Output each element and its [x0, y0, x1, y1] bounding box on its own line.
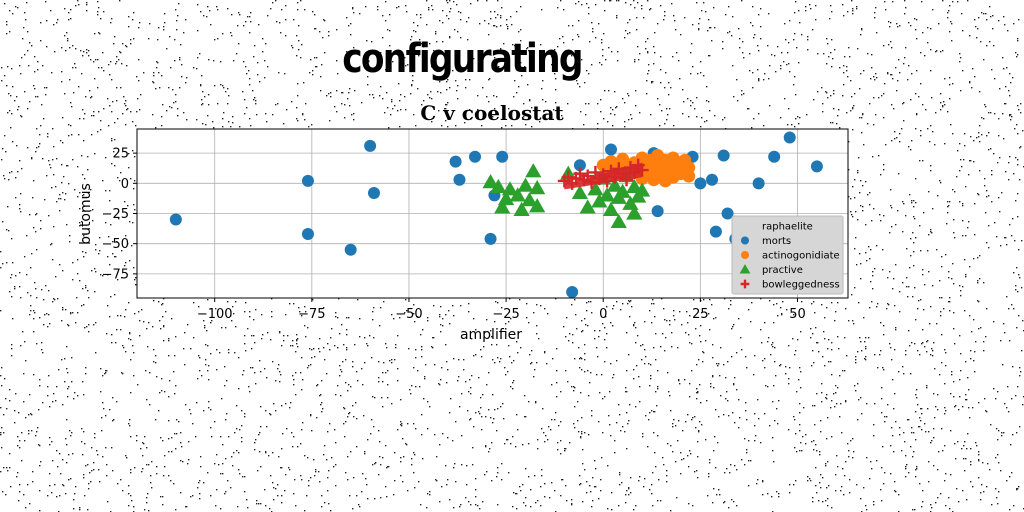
legend-label: actinogonidiate: [762, 251, 840, 262]
legend-label: practive: [762, 265, 803, 276]
series-bowleggedness: [557, 158, 649, 190]
data-point: [599, 187, 616, 202]
data-point: [633, 182, 651, 197]
y-tick-label: −75: [102, 267, 129, 282]
data-point: [525, 163, 542, 178]
data-point: [783, 131, 796, 144]
y-axis-label: butomus: [78, 183, 94, 245]
x-tick-label: −100: [197, 307, 233, 322]
x-tick-label: 50: [789, 307, 806, 322]
x-tick-label: −75: [298, 307, 325, 322]
data-point: [501, 181, 519, 196]
data-point: [573, 159, 586, 172]
data-point: [619, 173, 634, 187]
legend: raphaelite morts actinogonidiate practive bo…: [731, 215, 844, 295]
data-point: [605, 143, 617, 156]
data-point: [169, 213, 182, 226]
data-point: [571, 184, 589, 200]
data-point: [496, 150, 509, 163]
data-point: [614, 183, 631, 198]
data-point: [344, 243, 357, 256]
legend-label: morts: [762, 236, 791, 247]
data-point: [517, 177, 534, 192]
y-tick-label: −25: [102, 207, 129, 222]
x-tick-label: 0: [599, 307, 607, 322]
data-point: [579, 199, 596, 214]
y-tick-label: −50: [102, 237, 129, 252]
data-point: [709, 225, 722, 238]
legend-marker: [739, 264, 751, 274]
data-point: [602, 201, 620, 216]
data-point: [591, 193, 608, 208]
data-point: [587, 181, 604, 196]
data-point: [490, 178, 507, 194]
data-point: [768, 150, 781, 163]
data-point: [368, 186, 380, 199]
data-point: [626, 205, 643, 220]
data-point: [301, 228, 314, 241]
data-point: [584, 175, 599, 189]
legend-label: bowleggedness: [762, 280, 840, 291]
data-point: [752, 177, 765, 190]
series-layer: [169, 131, 823, 298]
data-point: [717, 149, 730, 162]
data-point: [494, 199, 511, 214]
data-point: [509, 187, 526, 202]
legend-box: [731, 215, 844, 295]
data-point: [566, 285, 579, 298]
data-point: [608, 170, 622, 184]
legend-entry-actinogonidiate: actinogonidiate: [741, 251, 840, 262]
data-point: [449, 155, 462, 168]
data-point: [484, 232, 497, 245]
data-point: [694, 177, 707, 190]
legend-marker: [740, 279, 750, 289]
y-tick-label: 25: [112, 147, 129, 162]
x-tick-label: 25: [692, 307, 709, 322]
data-point: [600, 174, 614, 188]
data-point: [301, 174, 314, 187]
page-heading: configurating: [342, 36, 583, 82]
data-point: [682, 161, 696, 175]
y-tick-label: 0: [121, 177, 129, 192]
x-tick-label: −50: [395, 307, 422, 322]
legend-entry-morts: morts: [741, 236, 791, 247]
data-point: [529, 180, 546, 195]
data-point: [606, 177, 623, 192]
x-tick-label: −25: [492, 307, 519, 322]
x-axis-label: amplifier: [460, 327, 522, 343]
data-point: [521, 192, 538, 207]
data-point: [721, 207, 734, 220]
data-point: [706, 173, 719, 186]
data-point: [610, 213, 627, 229]
y-axis-ticks: 25 0 −25 −50 −75: [102, 147, 137, 282]
data-point: [497, 190, 515, 206]
data-point: [627, 165, 641, 180]
x-axis-ticks: −100 −75 −50 −25 0 25 50: [197, 298, 806, 322]
data-point: [482, 174, 499, 189]
chart-title: C v coelostat: [420, 101, 564, 125]
data-point: [810, 160, 823, 173]
legend-marker: [741, 236, 749, 245]
legend-marker: [741, 251, 749, 259]
legend-entry-raphaelite: raphaelite: [762, 222, 813, 233]
data-point: [513, 201, 530, 216]
legend-entry-practive: practive: [739, 264, 803, 276]
data-point: [635, 163, 649, 177]
legend-label: raphaelite: [762, 222, 813, 233]
legend-entry-bowleggedness: bowleggedness: [740, 279, 840, 291]
data-point: [529, 198, 546, 213]
data-point: [651, 205, 664, 218]
data-point: [364, 139, 377, 152]
data-point: [453, 173, 466, 186]
data-point: [469, 150, 482, 163]
